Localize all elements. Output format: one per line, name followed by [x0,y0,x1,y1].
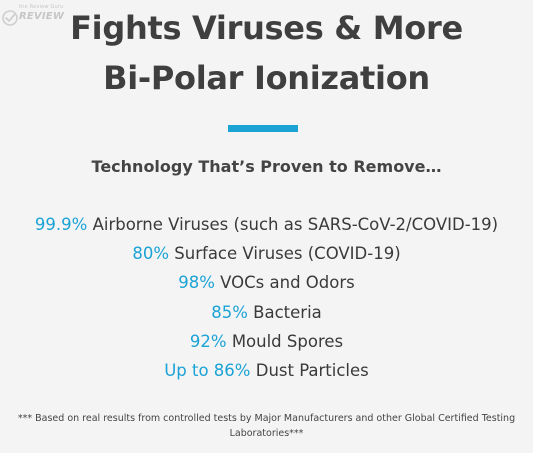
stats-list: 99.9% Airborne Viruses (such as SARS-CoV… [0,210,533,385]
watermark-brand: REVIEW [19,11,65,22]
stat-label: Mould Spores [231,331,344,351]
subheading: Technology That’s Proven to Remove… [91,157,442,176]
stat-row: 98% VOCs and Odors [0,268,533,297]
stat-label: VOCs and Odors [220,273,355,293]
headline-line-2: Bi-Polar Ionization [103,59,430,97]
stat-row: 80% Surface Viruses (COVID-19) [0,239,533,268]
watermark-tagline: the Review Guru [19,4,64,10]
stat-label: Bacteria [253,302,322,322]
stat-value: 92% [189,331,227,351]
stat-label: Surface Viruses (COVID-19) [174,244,401,264]
watermark-logo: the Review Guru REVIEW [2,2,64,30]
stat-label: Airborne Viruses (such as SARS-CoV-2/COV… [92,215,499,234]
stat-value: 80% [132,244,170,264]
accent-divider [228,125,298,132]
stat-row: 92% Mould Spores [0,327,533,356]
stat-value: 85% [211,302,248,322]
stat-value: 99.9% [34,215,88,234]
stat-value: Up to 86% [164,360,251,380]
stat-value: 98% [178,273,215,293]
stat-label: Dust Particles [255,360,369,380]
headline-line-1: Fights Viruses & More [70,9,463,47]
stat-row: 99.9% Airborne Viruses (such as SARS-CoV… [0,210,533,239]
stat-row: Up to 86% Dust Particles [0,356,533,385]
stat-row: 85% Bacteria [0,298,533,327]
footnote: *** Based on real results from controlle… [17,413,516,439]
watermark-mark-icon [2,10,18,26]
